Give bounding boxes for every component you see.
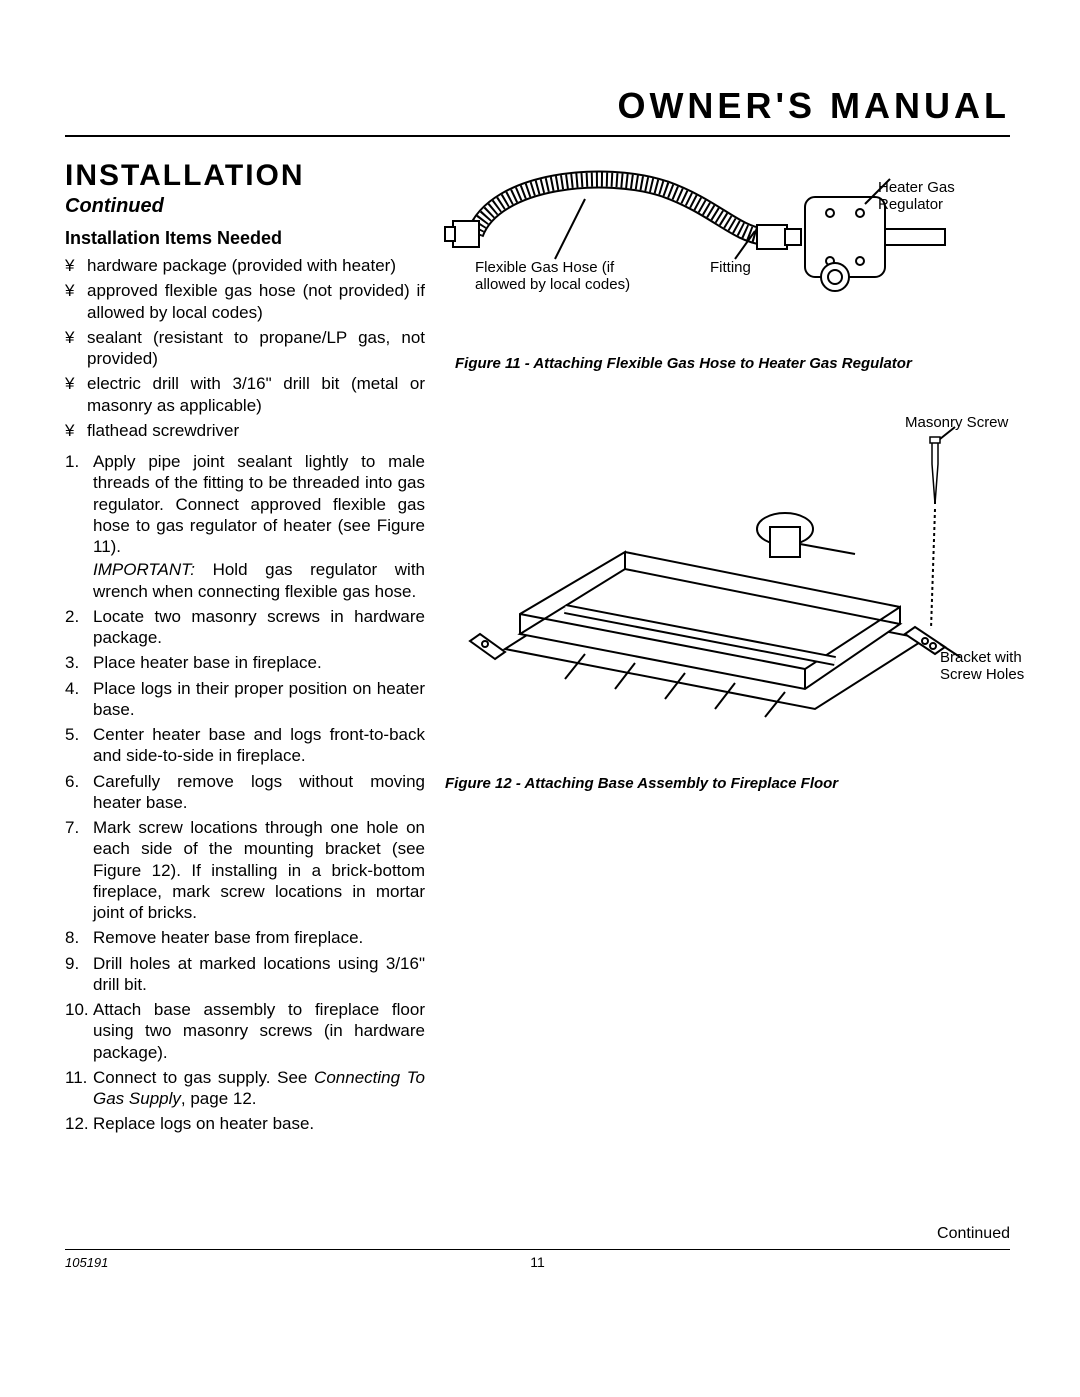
footer-rule: 105191 11 (65, 1249, 1010, 1272)
base-assembly-icon (435, 409, 995, 779)
section-title: INSTALLATION (65, 159, 425, 193)
callout-hose: Flexible Gas Hose (if allowed by local c… (475, 259, 655, 294)
step-item: Apply pipe joint sealant lightly to male… (65, 451, 425, 602)
step-item: Remove heater base from fireplace. (65, 927, 425, 948)
callout-regulator: Heater Gas Regulator (878, 179, 978, 214)
important-note: IMPORTANT: Hold gas regulator with wrenc… (93, 559, 425, 602)
list-item: hardware package (provided with heater) (65, 255, 425, 276)
step-item: Locate two masonry screws in hardware pa… (65, 606, 425, 649)
page-content: OWNER'S MANUAL INSTALLATION Continued In… (65, 85, 1010, 1139)
section-continued: Continued (65, 195, 425, 218)
page-footer: Continued 105191 11 (65, 1249, 1010, 1272)
figure-12-caption: Figure 12 - Attaching Base Assembly to F… (445, 775, 838, 792)
step-item: Place logs in their proper position on h… (65, 678, 425, 721)
left-column: INSTALLATION Continued Installation Item… (65, 159, 425, 1139)
step-item: Attach base assembly to fireplace floor … (65, 999, 425, 1063)
callout-fitting: Fitting (710, 259, 751, 276)
callout-masonry-screw: Masonry Screw (905, 414, 1008, 431)
step-item: Carefully remove logs without moving hea… (65, 771, 425, 814)
installation-steps: Apply pipe joint sealant lightly to male… (65, 451, 425, 1135)
section-subhead: Installation Items Needed (65, 228, 425, 249)
step-item: Place heater base in fireplace. (65, 652, 425, 673)
manual-title: OWNER'S MANUAL (617, 85, 1010, 126)
step-item: Replace logs on heater base. (65, 1113, 425, 1134)
step-text-a: Connect to gas supply. See (93, 1068, 314, 1087)
callout-bracket: Bracket with Screw Holes (940, 649, 1040, 684)
step-text-c: , page 12. (181, 1089, 257, 1108)
important-label: IMPORTANT: (93, 560, 195, 579)
items-needed-list: hardware package (provided with heater) … (65, 255, 425, 441)
list-item: approved flexible gas hose (not provided… (65, 280, 425, 323)
figure-11-caption: Figure 11 - Attaching Flexible Gas Hose … (455, 355, 995, 372)
list-item: sealant (resistant to propane/LP gas, no… (65, 327, 425, 370)
footer-pagenum: 11 (530, 1254, 545, 1270)
step-item: Connect to gas supply. See Connecting To… (65, 1067, 425, 1110)
right-column: Flexible Gas Hose (if allowed by local c… (435, 159, 1010, 1139)
footer-continued: Continued (937, 1225, 1010, 1243)
step-item: Mark screw locations through one hole on… (65, 817, 425, 923)
list-item: electric drill with 3/16" drill bit (met… (65, 373, 425, 416)
page-header: OWNER'S MANUAL (65, 85, 1010, 137)
step-item: Drill holes at marked locations using 3/… (65, 953, 425, 996)
list-item: flathead screwdriver (65, 420, 425, 441)
figure-12: Masonry Screw Bracket with Screw Holes F… (435, 409, 1010, 809)
step-text: Apply pipe joint sealant lightly to male… (93, 452, 425, 556)
two-column-content: INSTALLATION Continued Installation Item… (65, 159, 1010, 1139)
footer-docnum: 105191 (65, 1255, 108, 1270)
figure-11: Flexible Gas Hose (if allowed by local c… (435, 159, 1010, 379)
step-item: Center heater base and logs front-to-bac… (65, 724, 425, 767)
